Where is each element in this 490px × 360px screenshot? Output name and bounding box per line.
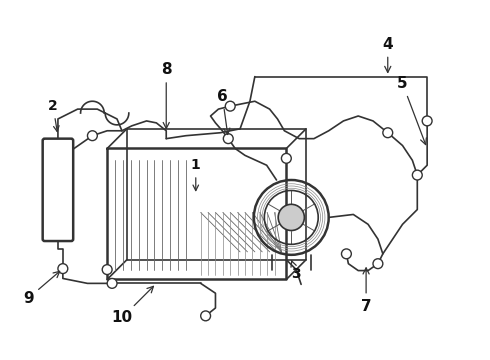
Circle shape — [88, 131, 98, 141]
Circle shape — [107, 278, 117, 288]
Circle shape — [225, 101, 235, 111]
Text: 1: 1 — [191, 158, 200, 190]
Text: 5: 5 — [397, 76, 426, 145]
FancyBboxPatch shape — [43, 139, 73, 241]
Text: 6: 6 — [217, 89, 230, 135]
Text: 9: 9 — [23, 271, 60, 306]
Text: 8: 8 — [161, 62, 171, 129]
Circle shape — [413, 170, 422, 180]
Circle shape — [278, 204, 304, 230]
Circle shape — [342, 249, 351, 259]
Text: 3: 3 — [291, 261, 301, 280]
Circle shape — [58, 264, 68, 274]
Circle shape — [373, 259, 383, 269]
Text: 10: 10 — [111, 286, 153, 325]
Text: 2: 2 — [48, 99, 59, 131]
Circle shape — [201, 311, 211, 321]
Text: 4: 4 — [383, 37, 393, 72]
Circle shape — [422, 116, 432, 126]
Text: 7: 7 — [361, 268, 371, 314]
Circle shape — [102, 265, 112, 275]
Circle shape — [383, 128, 392, 138]
Circle shape — [223, 134, 233, 144]
Circle shape — [281, 153, 291, 163]
